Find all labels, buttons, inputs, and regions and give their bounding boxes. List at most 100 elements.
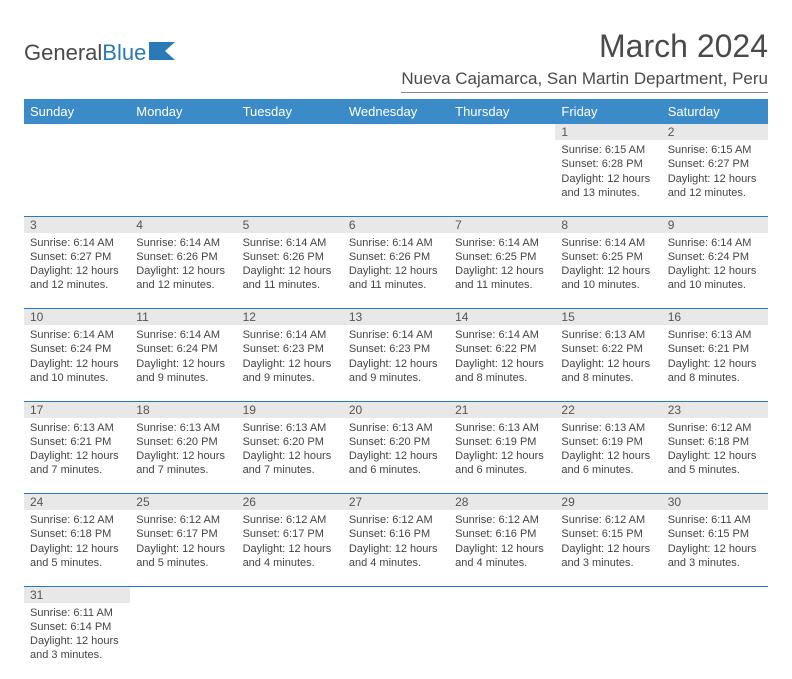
daylight-text: and 10 minutes. [30, 371, 124, 385]
daylight-text: Daylight: 12 hours [349, 357, 443, 371]
day-cell: Sunrise: 6:14 AMSunset: 6:23 PMDaylight:… [343, 325, 449, 401]
sunrise-text: Sunrise: 6:12 AM [30, 513, 124, 527]
sunrise-text: Sunrise: 6:11 AM [30, 606, 124, 620]
daylight-text: Daylight: 12 hours [561, 172, 655, 186]
daylight-text: Daylight: 12 hours [30, 357, 124, 371]
sunset-text: Sunset: 6:26 PM [136, 250, 230, 264]
daylight-text: and 5 minutes. [668, 463, 762, 477]
daylight-text: Daylight: 12 hours [30, 542, 124, 556]
day-number-cell: 21 [449, 401, 555, 418]
weekday-header: Friday [555, 99, 661, 124]
sunrise-text: Sunrise: 6:13 AM [561, 421, 655, 435]
sunset-text: Sunset: 6:20 PM [349, 435, 443, 449]
day-number-cell [343, 124, 449, 140]
sunset-text: Sunset: 6:19 PM [455, 435, 549, 449]
daylight-text: Daylight: 12 hours [243, 357, 337, 371]
sunrise-text: Sunrise: 6:12 AM [455, 513, 549, 527]
sunrise-text: Sunrise: 6:13 AM [136, 421, 230, 435]
week-row: Sunrise: 6:13 AMSunset: 6:21 PMDaylight:… [24, 418, 768, 494]
day-cell: Sunrise: 6:12 AMSunset: 6:17 PMDaylight:… [130, 510, 236, 586]
day-number-cell: 17 [24, 401, 130, 418]
sunset-text: Sunset: 6:20 PM [243, 435, 337, 449]
sunrise-text: Sunrise: 6:14 AM [349, 328, 443, 342]
day-cell: Sunrise: 6:13 AMSunset: 6:20 PMDaylight:… [130, 418, 236, 494]
sunset-text: Sunset: 6:16 PM [455, 527, 549, 541]
day-cell: Sunrise: 6:13 AMSunset: 6:19 PMDaylight:… [555, 418, 661, 494]
sunrise-text: Sunrise: 6:14 AM [30, 328, 124, 342]
sunset-text: Sunset: 6:20 PM [136, 435, 230, 449]
sunset-text: Sunset: 6:19 PM [561, 435, 655, 449]
daylight-text: and 5 minutes. [30, 556, 124, 570]
day-number-cell [237, 586, 343, 603]
daylight-text: Daylight: 12 hours [243, 542, 337, 556]
sunrise-text: Sunrise: 6:14 AM [561, 236, 655, 250]
week-row: Sunrise: 6:12 AMSunset: 6:18 PMDaylight:… [24, 510, 768, 586]
day-cell [24, 140, 130, 216]
day-number-cell: 4 [130, 216, 236, 233]
day-number-cell: 13 [343, 309, 449, 326]
sunset-text: Sunset: 6:27 PM [30, 250, 124, 264]
day-number-cell: 5 [237, 216, 343, 233]
day-number-cell [24, 124, 130, 140]
sunrise-text: Sunrise: 6:14 AM [136, 236, 230, 250]
sunrise-text: Sunrise: 6:13 AM [243, 421, 337, 435]
day-number-cell: 20 [343, 401, 449, 418]
sunset-text: Sunset: 6:18 PM [668, 435, 762, 449]
daylight-text: Daylight: 12 hours [349, 264, 443, 278]
weekday-header: Wednesday [343, 99, 449, 124]
day-cell [343, 603, 449, 679]
daylight-text: Daylight: 12 hours [243, 264, 337, 278]
day-cell [449, 603, 555, 679]
sunset-text: Sunset: 6:22 PM [561, 342, 655, 356]
title-block: March 2024 Nueva Cajamarca, San Martin D… [401, 28, 768, 93]
daylight-text: and 5 minutes. [136, 556, 230, 570]
sunrise-text: Sunrise: 6:12 AM [561, 513, 655, 527]
daylight-text: Daylight: 12 hours [30, 449, 124, 463]
daylight-text: Daylight: 12 hours [349, 542, 443, 556]
day-number-cell: 2 [662, 124, 768, 140]
sunset-text: Sunset: 6:21 PM [30, 435, 124, 449]
sunrise-text: Sunrise: 6:11 AM [668, 513, 762, 527]
sunset-text: Sunset: 6:27 PM [668, 157, 762, 171]
day-cell [237, 603, 343, 679]
daylight-text: and 12 minutes. [136, 278, 230, 292]
sunrise-text: Sunrise: 6:13 AM [455, 421, 549, 435]
day-number-cell: 18 [130, 401, 236, 418]
sunset-text: Sunset: 6:24 PM [668, 250, 762, 264]
day-number-cell: 23 [662, 401, 768, 418]
day-number-cell: 10 [24, 309, 130, 326]
header: GeneralBlue March 2024 Nueva Cajamarca, … [24, 28, 768, 93]
daylight-text: and 10 minutes. [561, 278, 655, 292]
weekday-header: Saturday [662, 99, 768, 124]
sunrise-text: Sunrise: 6:14 AM [30, 236, 124, 250]
sunset-text: Sunset: 6:23 PM [243, 342, 337, 356]
sunrise-text: Sunrise: 6:13 AM [30, 421, 124, 435]
sunrise-text: Sunrise: 6:12 AM [668, 421, 762, 435]
day-cell: Sunrise: 6:14 AMSunset: 6:27 PMDaylight:… [24, 233, 130, 309]
day-cell: Sunrise: 6:14 AMSunset: 6:24 PMDaylight:… [130, 325, 236, 401]
sunset-text: Sunset: 6:25 PM [455, 250, 549, 264]
day-number-cell [237, 124, 343, 140]
day-cell: Sunrise: 6:11 AMSunset: 6:14 PMDaylight:… [24, 603, 130, 679]
daylight-text: and 10 minutes. [668, 278, 762, 292]
day-cell: Sunrise: 6:13 AMSunset: 6:20 PMDaylight:… [237, 418, 343, 494]
day-cell: Sunrise: 6:11 AMSunset: 6:15 PMDaylight:… [662, 510, 768, 586]
daylight-text: and 12 minutes. [668, 186, 762, 200]
daylight-text: Daylight: 12 hours [561, 264, 655, 278]
location-subtitle: Nueva Cajamarca, San Martin Department, … [401, 69, 768, 93]
sunrise-text: Sunrise: 6:14 AM [668, 236, 762, 250]
day-number-cell: 29 [555, 494, 661, 511]
calendar-table: SundayMondayTuesdayWednesdayThursdayFrid… [24, 99, 768, 679]
sunrise-text: Sunrise: 6:15 AM [561, 143, 655, 157]
day-cell: Sunrise: 6:12 AMSunset: 6:15 PMDaylight:… [555, 510, 661, 586]
sunset-text: Sunset: 6:25 PM [561, 250, 655, 264]
sunrise-text: Sunrise: 6:14 AM [455, 328, 549, 342]
day-cell: Sunrise: 6:13 AMSunset: 6:21 PMDaylight:… [662, 325, 768, 401]
daylight-text: and 7 minutes. [30, 463, 124, 477]
day-number-cell: 3 [24, 216, 130, 233]
sunset-text: Sunset: 6:26 PM [349, 250, 443, 264]
day-number-cell [449, 586, 555, 603]
day-number-cell [449, 124, 555, 140]
week-row: Sunrise: 6:11 AMSunset: 6:14 PMDaylight:… [24, 603, 768, 679]
daylight-text: and 13 minutes. [561, 186, 655, 200]
